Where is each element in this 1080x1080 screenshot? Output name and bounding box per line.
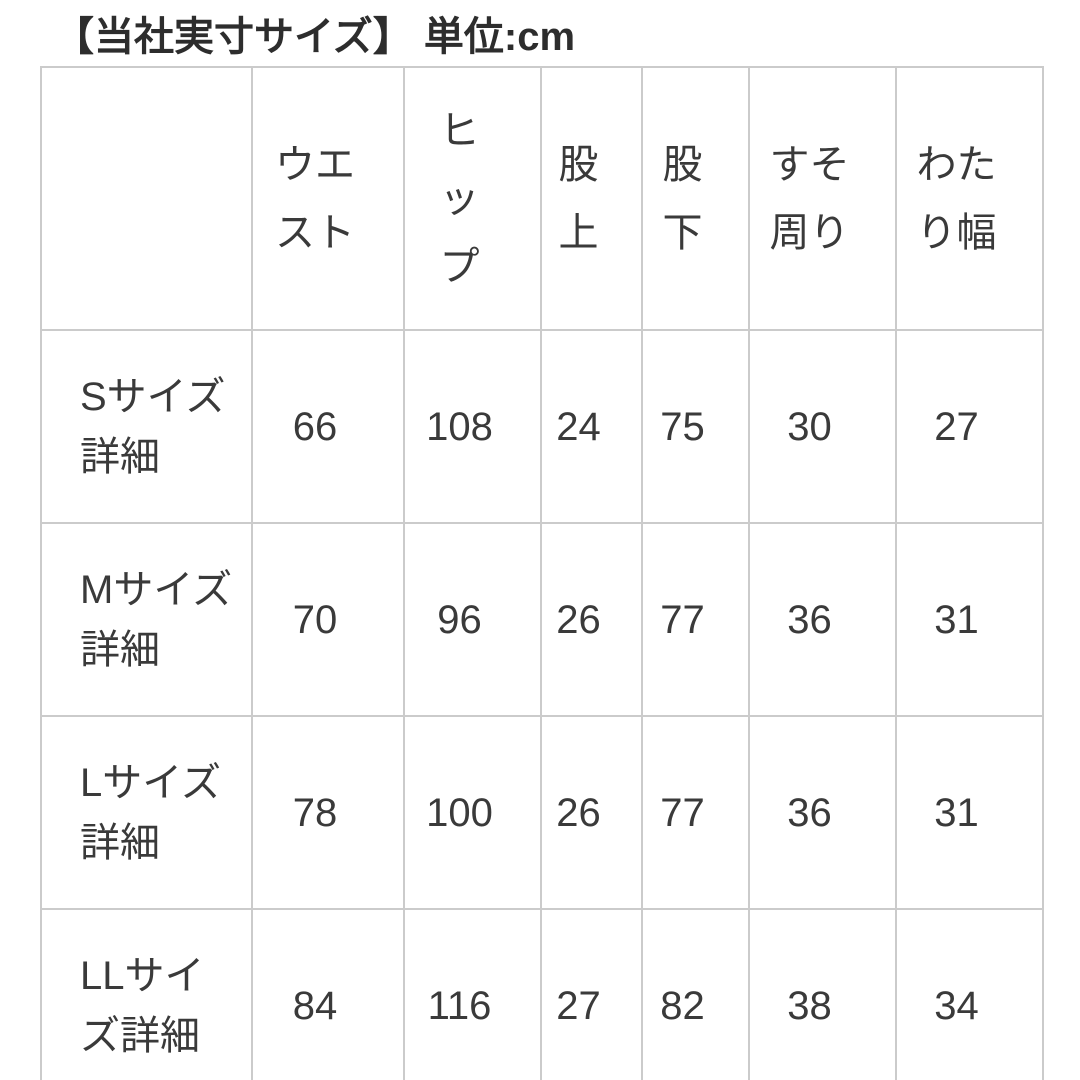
- cell-ll-rise: 27: [540, 908, 643, 1080]
- cell-l-thigh: 31: [895, 715, 1044, 910]
- table-row-m: Mサイズ 詳細 70 96 26 77 36 31: [40, 522, 1044, 717]
- table-row-s: Sサイズ 詳細 66 108 24 75 30 27: [40, 329, 1044, 524]
- cell-s-waist: 66: [251, 329, 405, 524]
- column-header-hem: すそ 周り: [748, 66, 897, 331]
- row-label-l: Lサイズ 詳細: [40, 715, 253, 910]
- cell-m-hip: 96: [403, 522, 542, 717]
- header-row: ウエ スト ヒ ッ プ 股 上 股 下 すそ 周り わた り幅: [40, 66, 1044, 331]
- cell-l-hip: 100: [403, 715, 542, 910]
- row-label-s: Sサイズ 詳細: [40, 329, 253, 524]
- cell-m-waist: 70: [251, 522, 405, 717]
- corner-cell: [40, 66, 253, 331]
- cell-ll-hip: 116: [403, 908, 542, 1080]
- cell-ll-hem: 38: [748, 908, 897, 1080]
- table-row-l: Lサイズ 詳細 78 100 26 77 36 31: [40, 715, 1044, 910]
- column-header-waist: ウエ スト: [251, 66, 405, 331]
- cell-s-hip: 108: [403, 329, 542, 524]
- cell-s-thigh: 27: [895, 329, 1044, 524]
- column-header-hip: ヒ ッ プ: [403, 66, 542, 331]
- column-header-rise: 股 上: [540, 66, 643, 331]
- column-header-inseam: 股 下: [641, 66, 750, 331]
- page-title: 【当社実寸サイズ】 単位:cm: [54, 15, 576, 59]
- row-label-m: Mサイズ 詳細: [40, 522, 253, 717]
- cell-m-rise: 26: [540, 522, 643, 717]
- cell-m-inseam: 77: [641, 522, 750, 717]
- cell-m-thigh: 31: [895, 522, 1044, 717]
- cell-ll-thigh: 34: [895, 908, 1044, 1080]
- cell-ll-waist: 84: [251, 908, 405, 1080]
- cell-l-rise: 26: [540, 715, 643, 910]
- cell-l-hem: 36: [748, 715, 897, 910]
- table-row-ll: LLサイ ズ詳細 84 116 27 82 38 34: [40, 908, 1044, 1080]
- column-header-thigh: わた り幅: [895, 66, 1044, 331]
- cell-s-inseam: 75: [641, 329, 750, 524]
- row-label-ll: LLサイ ズ詳細: [40, 908, 253, 1080]
- cell-l-inseam: 77: [641, 715, 750, 910]
- cell-l-waist: 78: [251, 715, 405, 910]
- size-table: ウエ スト ヒ ッ プ 股 上 股 下 すそ 周り わた り幅 Sサイズ 詳細 …: [40, 66, 1044, 1080]
- cell-s-hem: 30: [748, 329, 897, 524]
- cell-s-rise: 24: [540, 329, 643, 524]
- cell-ll-inseam: 82: [641, 908, 750, 1080]
- cell-m-hem: 36: [748, 522, 897, 717]
